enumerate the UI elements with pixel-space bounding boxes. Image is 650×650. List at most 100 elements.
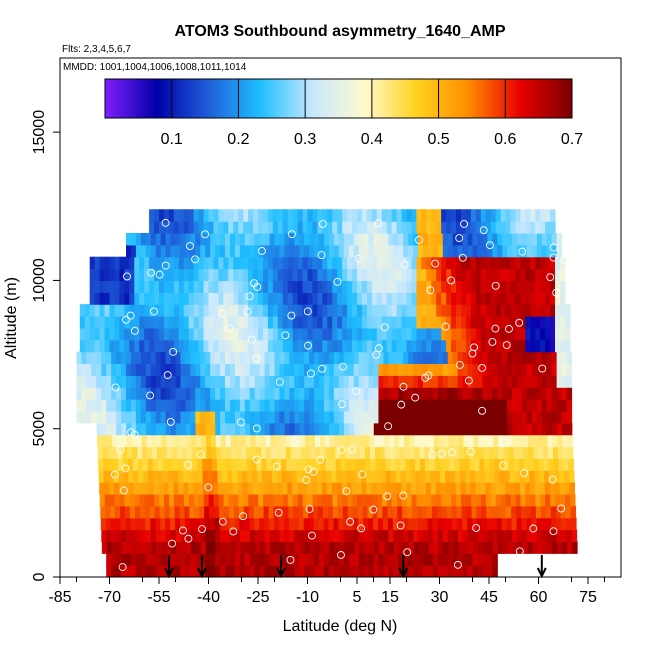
heat-cell [150,399,157,412]
heat-cell [505,292,512,305]
heat-cell [441,505,448,519]
heat-cell [294,375,300,388]
heat-cell [531,387,538,400]
heat-cell [208,482,214,495]
sample-point [333,277,342,286]
sample-point [218,309,227,318]
heat-cell [374,541,380,554]
heat-cell [259,529,266,543]
heat-cell [342,493,348,507]
heat-cell [436,280,442,293]
heat-cell [519,482,526,495]
heat-cell [312,256,318,270]
heat-cell [497,410,503,424]
heat-cell [229,517,236,531]
heat-cell [144,493,150,507]
heat-cell [482,565,488,577]
x-tick-label: -10 [296,589,319,606]
heat-cell [116,541,123,554]
heat-cell [322,304,328,317]
heat-cell [324,244,330,258]
heat-cell [312,221,318,234]
heat-cell [357,339,363,353]
heat-cell [437,517,443,531]
heat-cell [550,292,556,305]
heat-cell [250,422,256,436]
heat-cell [348,565,355,577]
heat-cell [460,316,467,329]
heat-cell [149,505,156,519]
heat-cell [207,458,213,471]
heat-cell [462,399,469,412]
heat-cell [220,541,227,554]
heat-cell [192,458,198,471]
heat-cell [312,339,318,353]
heat-cell [291,458,297,471]
heat-cell [170,363,177,376]
heat-cell [86,375,92,388]
heat-cell [193,209,200,222]
heat-cell [160,351,167,365]
sample-point [118,563,127,572]
heat-cell [555,493,561,507]
heat-cell [510,339,516,353]
heat-cell [229,553,236,566]
heat-cell [380,458,386,471]
heat-cell [149,304,155,317]
heat-cell [135,363,142,376]
y-tick-label: 15000 [31,110,48,155]
heat-cell [365,470,372,483]
heat-cell [388,363,394,376]
heat-cell [517,351,523,365]
heat-cell [198,482,204,495]
heat-cell [418,529,424,543]
heat-cell [367,493,373,507]
heat-cell [454,446,460,459]
heat-cell [259,351,266,365]
heat-cell [259,553,266,566]
heat-cell [368,363,375,376]
heat-cell [398,399,404,412]
heat-cell [555,268,561,282]
heat-cell [376,256,383,270]
heat-cell [215,375,221,388]
heat-cell [371,268,378,282]
heat-cell [376,221,383,234]
heat-cell [155,232,162,246]
heat-cell [447,232,454,246]
heat-cell [329,422,335,436]
heat-cell [438,422,444,436]
heat-cell [408,387,414,400]
heat-cell [418,410,424,424]
heat-cell [304,375,310,388]
heat-cell [267,482,274,495]
heat-cell [282,482,288,495]
heat-cell [396,292,403,305]
sample-point [453,560,462,569]
heat-cell [168,221,175,234]
sample-point [403,548,412,557]
sample-point [161,218,170,227]
heat-cell [234,375,241,388]
heat-cell [242,470,248,483]
heat-cell [241,458,248,471]
heat-cell [423,434,430,448]
heat-cell [239,363,246,376]
heat-cell [154,327,160,341]
heat-cell [151,434,158,448]
heat-cell [526,517,533,531]
heat-cell [208,256,215,270]
heat-cell [467,553,474,566]
heat-cell [347,493,353,507]
heat-cell [201,434,207,448]
heat-cell [420,470,426,483]
heat-cell [545,505,552,519]
heat-cell [406,268,413,282]
heat-cell [155,422,162,436]
heat-cell [328,387,335,400]
sample-point [431,259,440,268]
heat-cell [131,529,137,543]
heat-cell [477,387,483,400]
heat-cell [221,446,227,459]
heat-cell [484,470,491,483]
